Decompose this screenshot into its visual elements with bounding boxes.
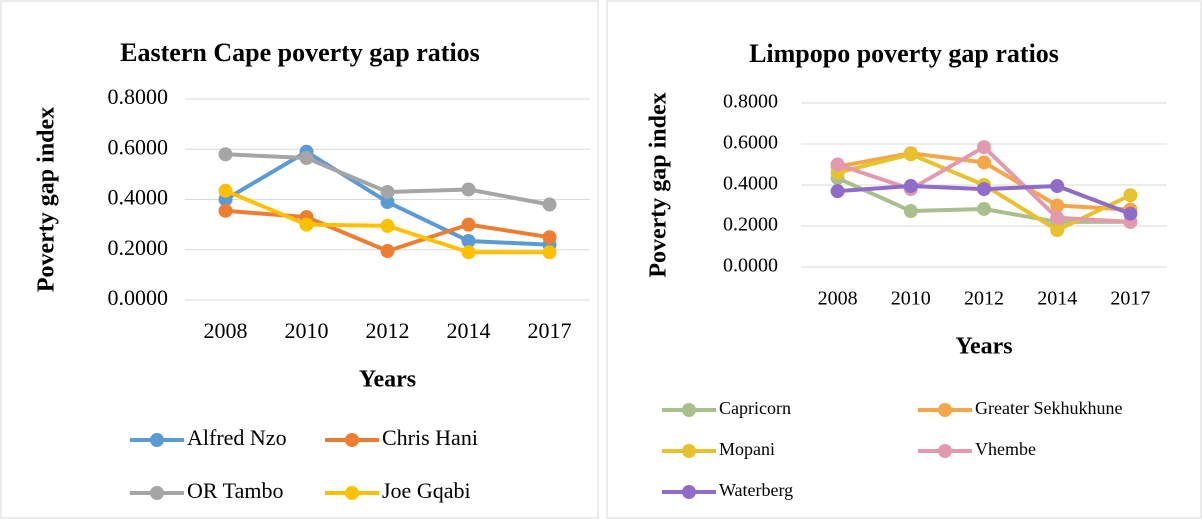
marker — [903, 147, 918, 162]
y-tick-label: 0.0000 — [108, 285, 169, 310]
legend-marker — [682, 444, 696, 458]
marker — [461, 245, 476, 260]
legend-label: OR Tambo — [187, 478, 283, 503]
marker — [1050, 210, 1065, 225]
x-tick-label: 2014 — [1037, 288, 1077, 310]
marker — [542, 197, 557, 212]
marker — [380, 244, 395, 259]
marker — [218, 203, 233, 218]
legend-marker — [150, 433, 164, 447]
x-axis-label: Years — [359, 367, 416, 393]
marker — [461, 233, 476, 248]
x-tick-label: 2010 — [285, 318, 329, 343]
marker — [218, 183, 233, 198]
marker — [1123, 188, 1138, 203]
y-tick-label: 0.2000 — [723, 214, 778, 236]
x-tick-label: 2008 — [204, 318, 248, 343]
marker — [1050, 223, 1065, 238]
x-tick-label: 2008 — [818, 288, 858, 310]
marker — [903, 179, 918, 194]
marker — [830, 184, 845, 199]
legend-marker — [682, 485, 696, 499]
y-axis-label: Poverty gap index — [646, 92, 672, 277]
y-tick-label: 0.8000 — [723, 91, 778, 113]
marker — [1123, 206, 1138, 221]
marker — [1050, 179, 1065, 194]
marker — [380, 195, 395, 210]
legend-marker — [938, 444, 952, 458]
panel — [606, 0, 1202, 519]
y-tick-label: 0.4000 — [723, 173, 778, 195]
marker — [542, 245, 557, 260]
marker — [380, 218, 395, 233]
marker — [218, 147, 233, 162]
legend-label: Vhembe — [975, 439, 1036, 459]
chart-title: Eastern Cape poverty gap ratios — [120, 38, 480, 67]
y-tick-label: 0.6000 — [108, 134, 169, 159]
y-tick-label: 0.2000 — [108, 235, 169, 260]
x-tick-label: 2010 — [891, 288, 931, 310]
y-tick-label: 0.0000 — [723, 255, 778, 277]
panel — [0, 0, 599, 519]
y-tick-label: 0.8000 — [108, 84, 169, 109]
marker — [461, 182, 476, 197]
legend-label: Joe Gqabi — [382, 478, 471, 503]
x-tick-label: 2017 — [528, 318, 572, 343]
marker — [1050, 198, 1065, 213]
legend-label: Capricorn — [719, 398, 791, 418]
x-tick-label: 2014 — [447, 318, 491, 343]
marker — [461, 217, 476, 232]
x-tick-label: 2012 — [366, 318, 410, 343]
marker — [977, 182, 991, 197]
legend-marker — [682, 403, 696, 417]
x-tick-label: 2017 — [1110, 288, 1150, 310]
legend-marker — [345, 486, 359, 500]
marker — [830, 157, 845, 172]
legend-marker — [345, 433, 359, 447]
marker — [977, 140, 991, 155]
legend-label: Chris Hani — [382, 425, 478, 450]
marker — [299, 151, 314, 166]
marker — [299, 217, 314, 232]
marker — [380, 184, 395, 199]
chart-title: Limpopo poverty gap ratios — [749, 39, 1059, 68]
marker — [542, 230, 557, 245]
y-tick-label: 0.4000 — [108, 185, 169, 210]
legend-label: Alfred Nzo — [187, 425, 287, 450]
marker — [977, 201, 991, 216]
legend-marker — [938, 403, 952, 417]
legend-label: Greater Sekhukhune — [975, 398, 1122, 418]
x-tick-label: 2012 — [964, 288, 1004, 310]
marker — [977, 155, 991, 170]
y-tick-label: 0.6000 — [723, 132, 778, 154]
legend-marker — [150, 486, 164, 500]
legend-label: Waterberg — [719, 480, 793, 500]
legend-label: Mopani — [719, 439, 775, 459]
marker — [903, 204, 918, 219]
x-axis-label: Years — [955, 334, 1012, 360]
y-axis-label: Poverty gap index — [34, 107, 60, 292]
